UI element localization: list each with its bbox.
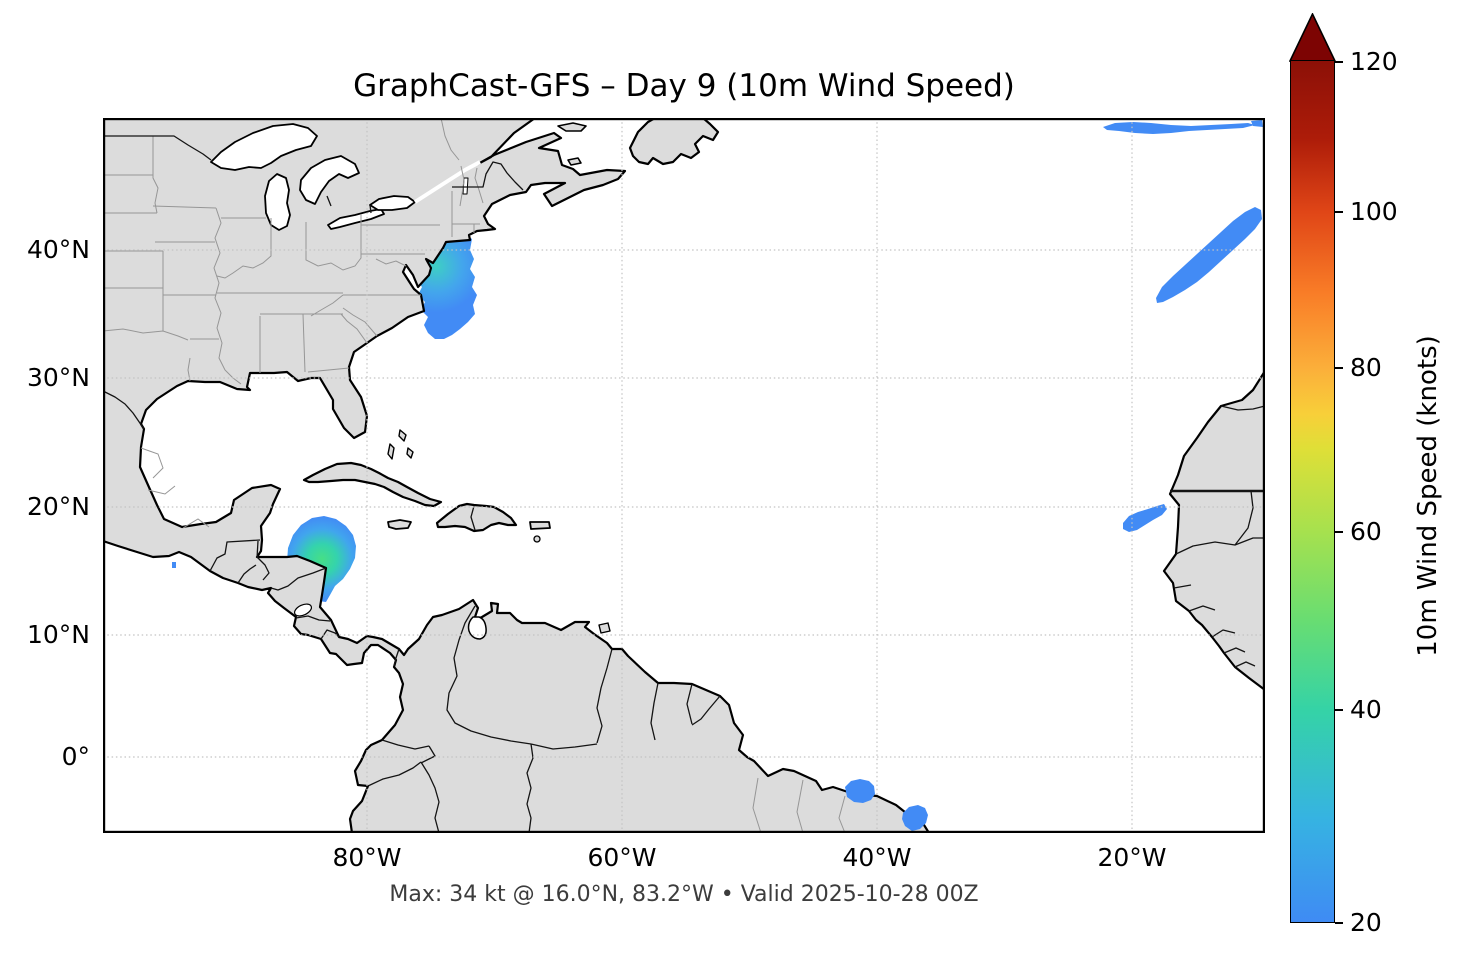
wind-patch-brazil-coast-west [845,779,875,803]
gridlines [103,118,1265,833]
lake-michigan [264,173,291,231]
colorbar-tick-40 [1335,709,1343,711]
map-canvas [103,118,1265,833]
colorbar-ticklabel-20: 20 [1350,908,1382,937]
lake-nicaragua [293,603,313,617]
wind-patch-north-atlantic-streak-east [1251,120,1263,127]
americas-mainland [103,118,931,833]
x-tick-60w: 60°W [587,843,657,872]
colorbar-ticklabel-100: 100 [1350,197,1398,226]
wind-patch-north-atlantic-streak [1103,122,1255,134]
y-tick-10n: 10°N [26,620,90,649]
island-puerto-rico [529,521,551,530]
colorbar-extend-arrow [1289,13,1336,62]
lake-huron [299,155,360,205]
st-lawrence-river [413,160,481,204]
x-tick-40w: 40°W [842,843,912,872]
colorbar-ticklabel-120: 120 [1350,47,1398,76]
lake-champlain [462,177,469,195]
lake-superior [210,123,318,171]
wind-patch-west-africa [1123,504,1167,532]
colorbar-tick-20 [1335,922,1343,924]
island-trinidad [598,622,611,634]
island-anticosti [557,122,587,132]
wind-patch-brazil-coast-east [902,805,928,831]
y-tick-30n: 30°N [26,363,90,392]
max-and-valid-caption: Max: 34 kt @ 16.0°N, 83.2°W • Valid 2025… [389,882,979,907]
lake-maracaibo [467,616,487,640]
y-tick-0: 0° [61,742,90,771]
x-tick-20w: 20°W [1097,843,1167,872]
island-jamaica [387,519,412,530]
y-tick-20n: 20°N [26,492,90,521]
plot-frame [103,118,1265,833]
colorbar-tick-60 [1335,531,1343,533]
y-tick-40n: 40°N [26,235,90,264]
colorbar-tick-80 [1335,367,1343,369]
wind-patch-subtropical-atlantic-band [1156,207,1262,303]
island-newfoundland [628,118,720,166]
wind-speed-patches-over [845,779,928,831]
wind-patch-western-caribbean [287,516,356,602]
lake-erie [327,208,385,230]
colorbar-ticklabel-40: 40 [1350,695,1382,724]
island-pei [567,157,582,166]
colorbar-tick-100 [1335,211,1343,213]
country-borders [103,135,1265,833]
colorbar-ticklabel-80: 80 [1350,353,1382,382]
island-cuba [302,461,443,508]
islands-bahamas [387,429,414,460]
page-title: GraphCast-GFS – Day 9 (10m Wind Speed) [353,68,1015,104]
island-lesser-antilles [533,535,541,543]
lakes-group [210,123,487,640]
x-tick-80w: 80°W [332,843,402,872]
colorbar-gradient [1290,60,1335,923]
colorbar-ticklabel-60: 60 [1350,517,1382,546]
island-hispaniola [435,502,518,533]
colorbar-tick-120 [1335,61,1343,63]
state-borders [103,118,846,833]
colorbar-axis-label: 10m Wind Speed (knots) [1413,335,1443,657]
